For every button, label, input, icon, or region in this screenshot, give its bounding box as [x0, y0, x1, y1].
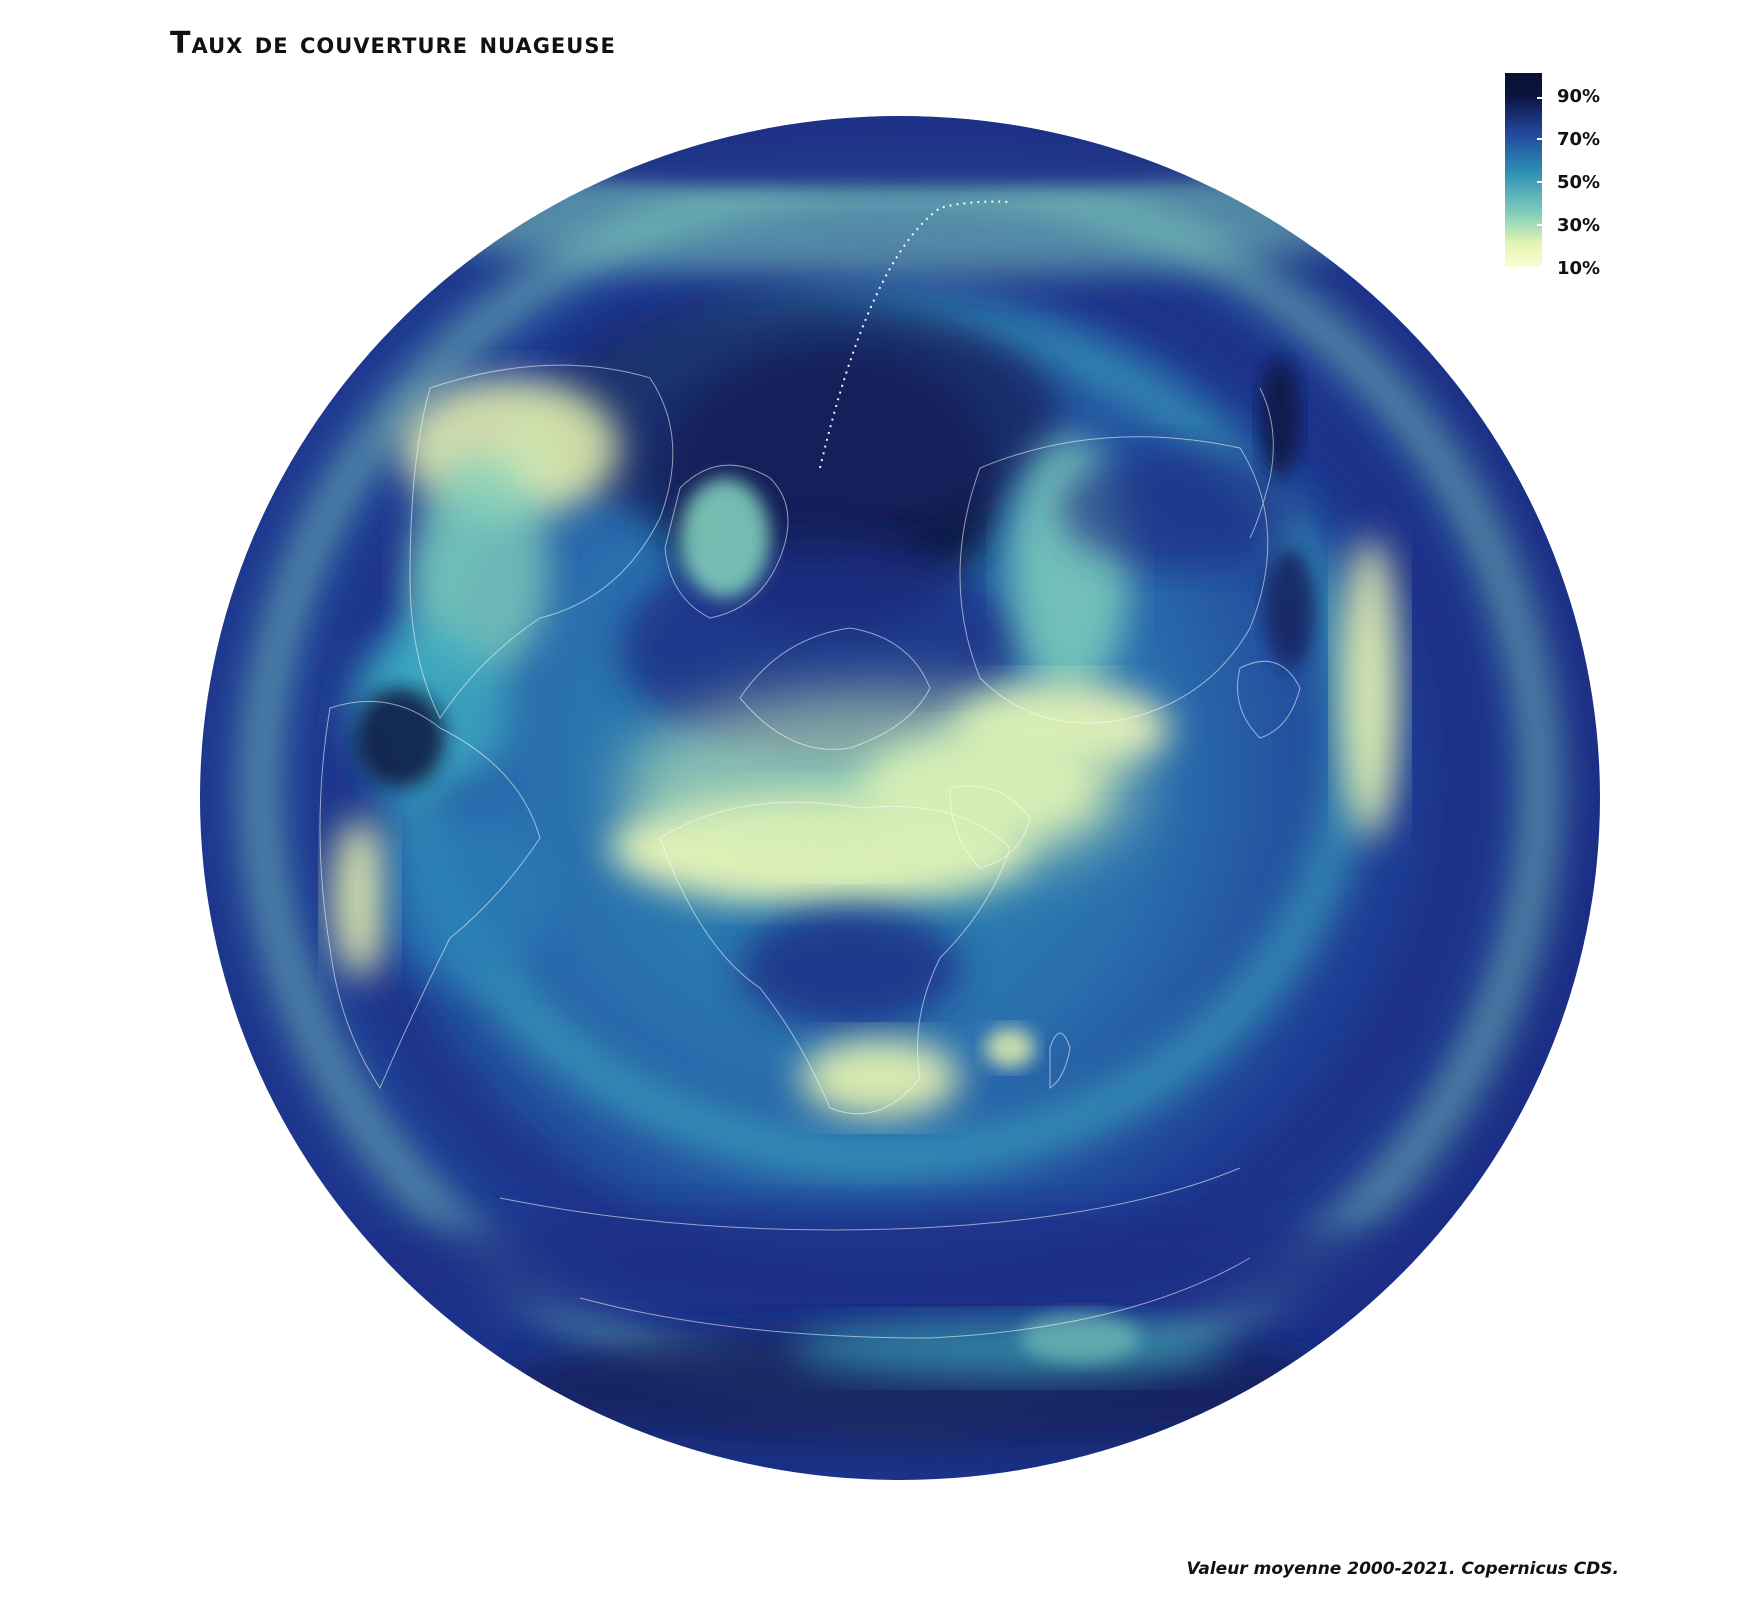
legend-tick [1537, 224, 1543, 226]
legend-tick [1537, 97, 1543, 99]
map-title: Taux de couverture nuageuse [170, 26, 616, 61]
date-line-artifact [819, 200, 1011, 469]
color-legend: 90% 70% 50% 30% 10% [1505, 73, 1625, 278]
legend-label-90: 90% [1557, 86, 1601, 107]
legend-label-50: 50% [1557, 172, 1601, 193]
legend-label-70: 70% [1557, 129, 1601, 150]
legend-color-bar [1505, 73, 1542, 267]
cloud-cover-globe-map [180, 88, 1620, 1508]
source-caption: Valeur moyenne 2000-2021. Copernicus CDS… [1186, 1559, 1619, 1579]
country-borders [319, 364, 1301, 1339]
legend-label-30: 30% [1557, 215, 1601, 236]
legend-tick [1537, 181, 1543, 183]
legend-label-10: 10% [1557, 258, 1601, 279]
legend-tick [1537, 138, 1543, 140]
